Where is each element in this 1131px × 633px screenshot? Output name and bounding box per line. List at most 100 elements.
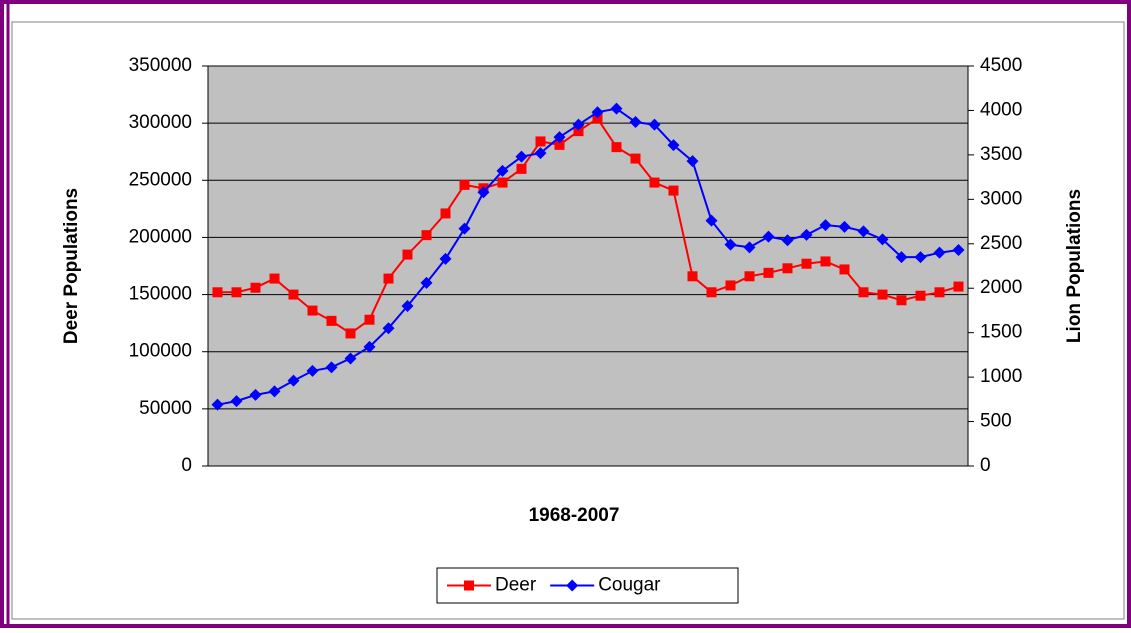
diamond-marker [496,164,509,177]
y2-tick-label: 4000 [980,99,1022,120]
square-marker [934,287,945,298]
square-marker [592,113,603,124]
diamond-marker [382,322,395,335]
diamond-marker [952,244,965,256]
diamond-marker [686,155,699,168]
square-marker [801,258,812,269]
square-marker [877,289,888,300]
y2-tick-label: 4500 [980,55,1022,76]
square-marker [345,328,356,339]
square-marker [516,163,527,174]
diamond-marker [762,230,775,243]
square-marker [744,271,755,282]
y2-tick-label: 1500 [980,322,1022,343]
square-marker [668,185,679,196]
square-marker [440,208,451,219]
square-marker [364,314,375,325]
y-tick-label: 50000 [139,398,192,419]
diamond-marker [249,388,262,401]
square-marker [250,282,261,293]
square-marker [421,230,432,241]
square-marker [953,281,964,292]
square-marker [725,280,736,291]
square-marker [858,287,869,298]
square-marker [212,287,223,298]
y-tick-label: 350000 [129,55,192,76]
y-tick-label: 200000 [129,226,192,247]
diamond-marker [515,150,528,163]
diamond-marker [648,118,661,131]
diamond-marker [306,364,319,377]
y-tick-label: 0 [181,455,192,476]
legend-marker [566,579,579,592]
diamond-marker [743,241,756,254]
y-tick-label: 250000 [129,169,192,190]
diamond-marker [857,225,870,238]
series-line [217,117,959,335]
y2-tick-label: 3000 [980,188,1022,209]
diamond-marker [287,374,300,387]
y2-tick-label: 2500 [980,233,1022,254]
square-marker [307,305,318,316]
diamond-marker [553,131,566,144]
diamond-marker [211,398,224,411]
diamond-marker [477,186,490,199]
y2-tick-label: 0 [980,455,991,476]
diamond-marker [363,340,376,353]
series-line [217,107,959,406]
diamond-marker [610,102,623,115]
diamond-marker [230,395,243,408]
diamond-marker [781,234,794,247]
diamond-marker [895,251,908,264]
diamond-marker [344,352,357,365]
diamond-marker [914,251,927,264]
square-marker [231,287,242,298]
square-marker [706,287,717,298]
y2-tick-label: 1000 [980,366,1022,387]
legend: Deer Cougar [436,567,739,604]
square-marker [554,139,565,150]
diamond-marker [876,233,889,246]
square-marker [839,264,850,275]
diamond-marker [838,220,851,233]
y-axis-title: Deer Populations [61,188,82,344]
y2-tick-label: 3500 [980,144,1022,165]
square-marker [573,126,584,137]
y-tick-label: 150000 [129,284,192,305]
square-marker [763,267,774,278]
x-axis-title: 1968-2007 [529,505,620,526]
diamond-marker [268,385,281,398]
diamond-marker [572,118,585,131]
y2-tick-label: 500 [980,411,1012,432]
square-marker [649,177,660,188]
legend-label: Cougar [598,575,661,596]
diamond-marker [534,147,547,160]
diamond-marker [458,222,471,235]
y-tick-label: 100000 [129,341,192,362]
square-marker [820,256,831,267]
square-marker [326,315,337,326]
square-marker [497,177,508,188]
diamond-marker [819,219,832,232]
square-marker [459,179,470,190]
square-marker [383,273,394,284]
diamond-marker [705,214,718,227]
square-marker [896,295,907,306]
square-marker [269,273,280,284]
square-marker [687,271,698,282]
diamond-marker [800,228,813,241]
square-marker [535,136,546,147]
square-marker [782,263,793,274]
diamond-marker [724,238,737,251]
y2-axis-title: Lion Populations [1064,189,1085,343]
legend-marker [464,580,474,591]
diamond-marker [420,276,433,289]
square-marker [288,289,299,300]
legend-label: Deer [495,575,537,596]
diamond-marker [591,106,604,119]
diamond-marker [439,252,452,265]
square-marker [402,249,413,260]
diamond-marker [933,246,946,259]
